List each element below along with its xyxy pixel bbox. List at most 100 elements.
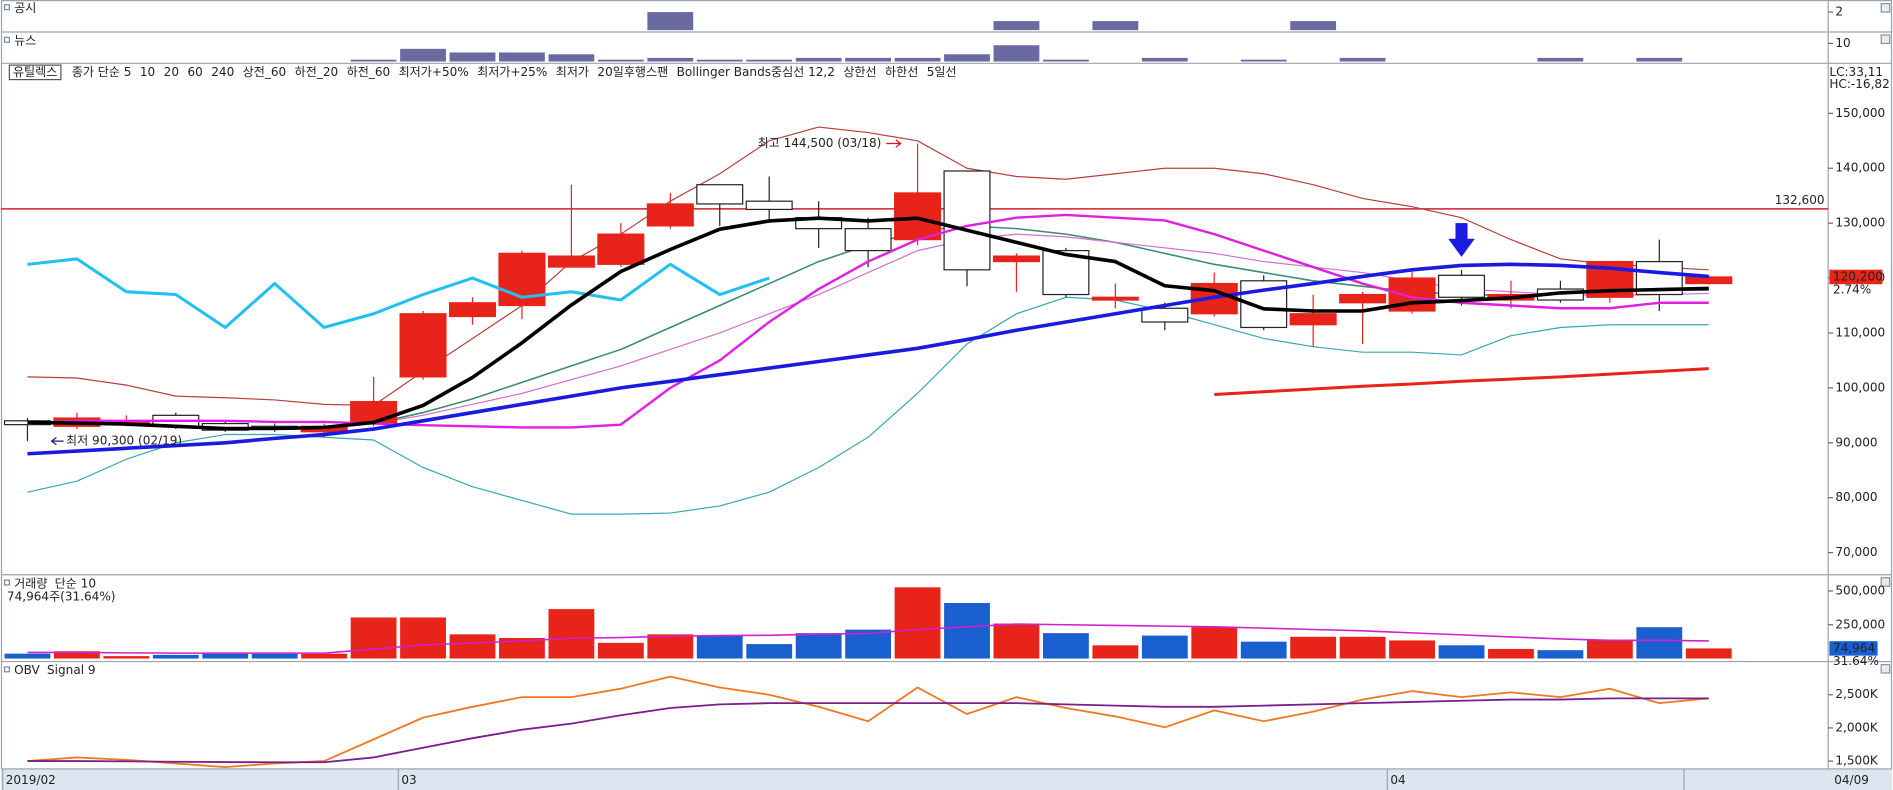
x-tick-label: 04: [1390, 773, 1405, 787]
panel-subtitle: 단순 10: [55, 576, 96, 590]
volume-ma-line: [27, 623, 1709, 654]
panel-title: 거래량: [14, 576, 47, 590]
event-bar: [746, 59, 793, 62]
last-volume-tag: [1829, 641, 1878, 656]
volume-bar: [1042, 633, 1089, 659]
panel-marker: [3, 579, 10, 586]
legend-entry: 240: [211, 65, 234, 79]
signal-arrow: [1448, 223, 1475, 257]
event-bar: [1042, 59, 1089, 62]
indicator-label: LC:33,11: [1829, 65, 1883, 79]
legend-entry: 하전_60: [347, 65, 391, 79]
y-tick-label: 110,000: [1835, 325, 1885, 339]
volume-bar: [795, 633, 842, 659]
event-bar: [1636, 57, 1683, 62]
close-button[interactable]: [1880, 3, 1891, 13]
legend-entry: 하전_20: [295, 65, 339, 79]
volume-bar: [1339, 636, 1386, 659]
candle-body: [696, 184, 744, 205]
volume-bar: [1389, 640, 1435, 659]
y-tick-label: 130,000: [1835, 216, 1885, 230]
volume-bar: [548, 609, 595, 659]
annotation-arrow: [886, 139, 902, 148]
volume-bar: [4, 653, 51, 659]
event-bar: [993, 45, 1040, 62]
volume-bar: [1290, 636, 1337, 659]
candle-body: [1339, 293, 1387, 304]
last-price-tag: [1829, 269, 1883, 285]
y-tick-label: 70,000: [1835, 545, 1877, 559]
volume-bar: [1092, 645, 1139, 659]
volume-bar: [1537, 650, 1584, 659]
candle-body: [597, 233, 645, 265]
high-annotation: 최고 144,500 (03/18): [758, 136, 882, 150]
volume-bar: [499, 637, 545, 659]
event-bar: [944, 54, 990, 62]
close-button[interactable]: [1880, 34, 1891, 45]
y-tick-label: 140,000: [1835, 161, 1885, 175]
x-tick-label: 2019/02: [6, 773, 56, 787]
legend-entry: 상전_60: [243, 65, 287, 79]
y-tick-label: 100,000: [1835, 380, 1885, 394]
event-bar: [1240, 59, 1287, 62]
event-bar: [449, 52, 496, 62]
event-bar: [795, 57, 842, 62]
event-bar: [1537, 57, 1584, 62]
y-tick-label: 80,000: [1835, 490, 1877, 504]
close-button[interactable]: [1880, 577, 1891, 587]
y-tick-label: 1,500K: [1835, 754, 1878, 768]
volume-bar: [1685, 648, 1732, 659]
legend-entry: 최저가+25%: [477, 65, 547, 79]
annotation-arrow: [50, 437, 64, 446]
legend-entry: 최저가+50%: [399, 65, 469, 79]
event-bar: [894, 57, 941, 62]
event-bar: [647, 12, 694, 31]
stock-name-box: [8, 64, 62, 81]
volume-bar: [350, 617, 397, 659]
volume-bar: [152, 654, 199, 659]
time-axis: [0, 769, 1893, 790]
candle-body: [894, 192, 942, 241]
volume-summary: 74,964주(31.64%): [7, 590, 116, 604]
event-bar: [350, 59, 397, 62]
candle-body: [350, 400, 398, 425]
event-bar: [400, 48, 446, 62]
candle-body: [943, 170, 991, 271]
candle-body: [1437, 274, 1486, 298]
volume-bar: [53, 651, 100, 659]
low-annotation: 최저 90,300 (02/19): [66, 434, 182, 448]
legend-entry: 최저가: [556, 65, 589, 79]
event-bar: [548, 54, 595, 62]
candle-body: [1091, 296, 1139, 301]
panel-marker: [3, 666, 10, 673]
volume-bar: [894, 587, 941, 659]
volume-bar: [1488, 648, 1534, 659]
last-volume-label: 74,964: [1833, 641, 1875, 655]
volume-bar: [944, 603, 990, 659]
candle-body: [646, 203, 694, 227]
indicator-label: HC:-16,82: [1829, 77, 1889, 91]
legend-entry: 상한선: [843, 65, 876, 79]
indicator-line: [1214, 367, 1709, 396]
candle-body: [1141, 307, 1189, 323]
panel-buttons[interactable]: [1880, 3, 1891, 674]
series-line: [27, 697, 1709, 764]
volume-bar: [1438, 645, 1485, 659]
event-bar: [597, 59, 644, 62]
legend-entry: Bollinger Bands중심선 12,2: [677, 65, 835, 79]
volume-bar: [449, 634, 496, 659]
y-tick-label: 2,000K: [1835, 720, 1878, 734]
volume-bar: [1636, 627, 1683, 659]
candle-body: [1685, 276, 1733, 285]
indicator-line: [27, 126, 1709, 407]
panel-markers: [3, 4, 10, 673]
legend-entry: 10: [140, 65, 155, 79]
volume-bar: [202, 653, 249, 659]
volume-bar: [1586, 640, 1633, 659]
candle-body: [547, 255, 595, 268]
event-bar: [696, 59, 743, 62]
close-button[interactable]: [1880, 663, 1891, 674]
candle-body: [1289, 313, 1337, 326]
